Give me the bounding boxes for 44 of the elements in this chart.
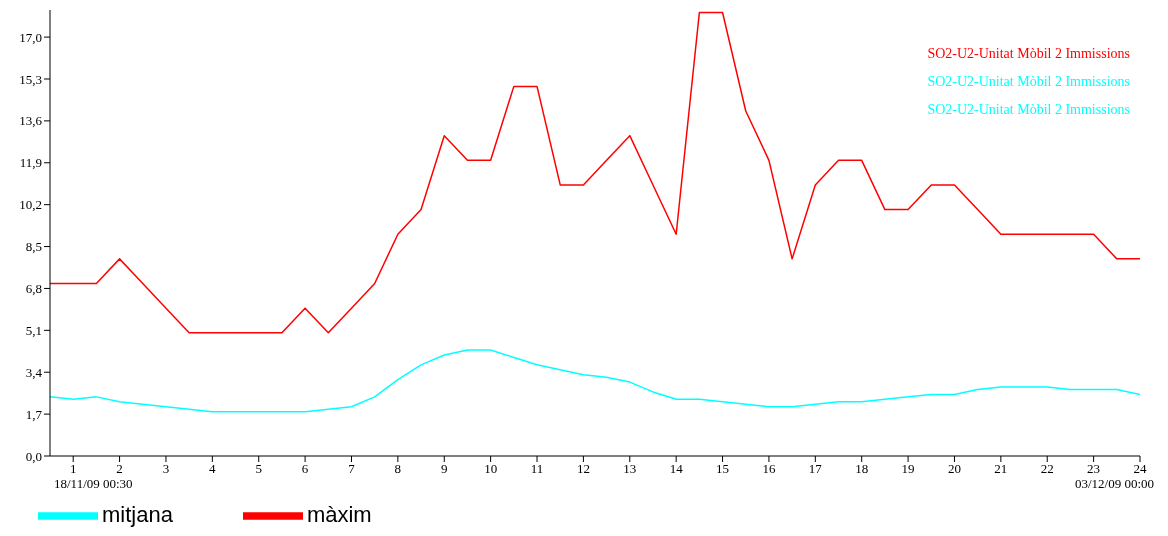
annotation: SO2-U2-Unitat Mòbil 2 Immissions (927, 46, 1130, 62)
x-tick-label: 24 (1133, 461, 1147, 477)
annotation: SO2-U2-Unitat Mòbil 2 Immissions (927, 102, 1130, 118)
x-tick-label: 3 (162, 461, 170, 477)
text: 03/12/09 00:00 (1074, 476, 1154, 492)
y-tick-label: 13,6 (19, 113, 43, 129)
x-tick-label: 5 (255, 461, 262, 477)
x-tick-label: 22 (1040, 461, 1054, 477)
x-tick-label: 16 (762, 461, 776, 477)
text: 18/11/09 00:30 (54, 476, 133, 492)
x-tick-label: 1 (69, 461, 77, 477)
x-tick-label: 21 (994, 461, 1008, 477)
y-tick-label: 10,2 (19, 197, 42, 213)
x-tick-label: 8 (394, 461, 402, 477)
x-tick-label: 4 (209, 461, 217, 477)
y-tick-label: 0,0 (25, 448, 42, 464)
legend-label: mitjana (102, 501, 173, 527)
y-tick-label: 1,7 (25, 406, 43, 422)
annotation: SO2-U2-Unitat Mòbil 2 Immissions (927, 74, 1130, 90)
x-tick-label: 7 (348, 461, 356, 477)
x-tick-label: 11 (530, 461, 544, 477)
x-tick-label: 10 (484, 461, 498, 477)
legend-label: màxim (306, 501, 372, 527)
y-tick-label: 8,5 (25, 239, 42, 255)
y-tick-label: 6,8 (25, 281, 42, 297)
x-tick-label: 14 (669, 461, 684, 477)
y-tick-label: 17,0 (19, 29, 42, 45)
x-tick-label: 19 (901, 461, 915, 477)
x-tick-label: 2 (116, 461, 123, 477)
x-tick-label: 9 (441, 461, 448, 477)
y-tick-label: 11,9 (19, 155, 42, 171)
line-series (50, 349, 1140, 413)
y-tick-label: 3,4 (25, 364, 43, 380)
x-tick-label: 12 (576, 461, 590, 477)
y-tick-label: 5,1 (25, 322, 42, 338)
x-tick-label: 18 (855, 461, 869, 477)
x-tick-label: 13 (623, 461, 637, 477)
x-tick-label: 17 (808, 461, 823, 477)
line-series (50, 11, 1140, 334)
x-tick-label: 20 (947, 461, 961, 477)
x-tick-label: 15 (716, 461, 730, 477)
y-tick-label: 15,3 (19, 71, 42, 87)
x-tick-label: 6 (301, 461, 309, 477)
x-tick-label: 23 (1087, 461, 1101, 477)
